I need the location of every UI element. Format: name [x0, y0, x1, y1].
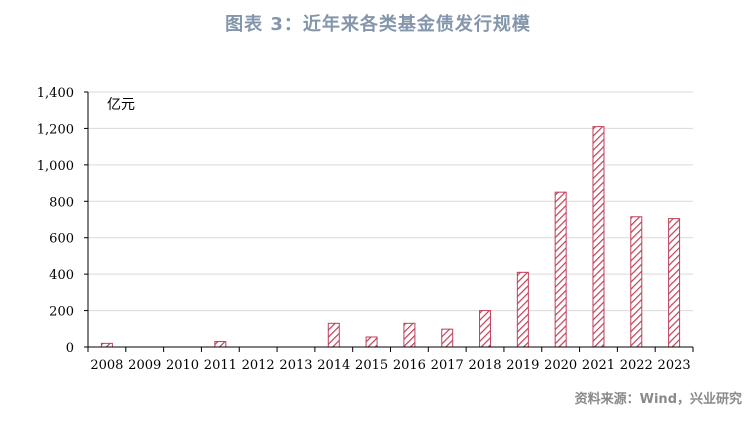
gridlines	[88, 91, 693, 312]
bar-2014	[327, 322, 340, 348]
bar-2020	[554, 191, 567, 348]
y-tick-label: 800	[49, 195, 74, 210]
y-tick-label: 400	[49, 268, 74, 283]
y-tick-label: 1,200	[37, 122, 74, 137]
x-tick-label: 2019	[506, 358, 539, 373]
bar-2015	[365, 336, 378, 348]
x-tick-label: 2011	[204, 358, 237, 373]
y-tick-labels: 0 200 400 600 800 1,000 1,200 1,400	[37, 86, 74, 356]
y-tick-label: 1,000	[37, 159, 74, 174]
x-tick-label: 2022	[620, 358, 653, 373]
bar-2021	[592, 126, 605, 348]
bar-2011	[214, 341, 227, 348]
bar-2023	[668, 218, 681, 348]
x-tick-label: 2018	[468, 358, 501, 373]
y-tick-label: 600	[49, 232, 74, 247]
y-tick-label: 0	[66, 341, 74, 356]
x-tick-label: 2023	[658, 358, 691, 373]
x-tick-label: 2012	[242, 358, 275, 373]
unit-label: 亿元	[107, 97, 135, 113]
bar-2018	[479, 310, 492, 348]
x-tick-labels: 2008 2009 2010 2011 2012 2013 2014 2015 2016 2017…	[90, 358, 690, 373]
x-tick-label: 2014	[317, 358, 350, 373]
x-tick-label: 2013	[279, 358, 312, 373]
bar-2008	[100, 342, 113, 348]
x-tick-label: 2009	[128, 358, 161, 373]
bar-2017	[441, 328, 454, 348]
bar-2016	[403, 322, 416, 348]
x-tick-label: 2016	[393, 358, 426, 373]
axes	[84, 91, 694, 352]
bars	[100, 126, 681, 348]
x-tick-label: 2017	[431, 358, 464, 373]
x-tick-label: 2010	[166, 358, 199, 373]
bar-2022	[630, 216, 643, 348]
x-tick-label: 2008	[90, 358, 123, 373]
x-tick-label: 2021	[582, 358, 615, 373]
source-note: 资料来源：Wind，兴业研究	[574, 392, 742, 407]
x-tick-label: 2020	[544, 358, 577, 373]
y-tick-label: 200	[49, 305, 74, 320]
y-tick-label: 1,400	[37, 86, 74, 101]
x-tick-label: 2015	[355, 358, 388, 373]
chart-title: 图表 3：近年来各类基金债发行规模	[225, 14, 531, 35]
bar-2019	[516, 271, 529, 348]
